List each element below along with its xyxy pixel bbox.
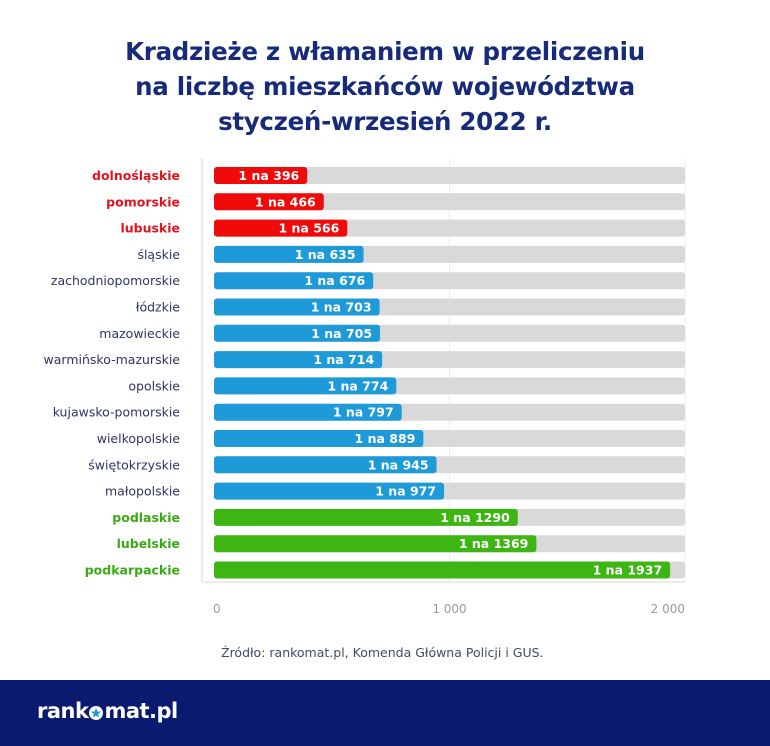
- category-label: wielkopolskie: [97, 431, 181, 446]
- data-label: 1 na 1290: [440, 510, 510, 525]
- bar: [214, 167, 308, 184]
- bar: [214, 324, 381, 342]
- category-label: warmińsko-mazurskie: [44, 352, 181, 367]
- category-label: dolnośląskie: [92, 168, 180, 183]
- category-label: lubelskie: [117, 536, 180, 551]
- data-label: 1 na 396: [238, 168, 299, 183]
- source-note: Źródło: rankomat.pl, Komenda Główna Poli…: [221, 645, 544, 660]
- title-line-2: na liczbę mieszkańców województwa: [135, 72, 635, 101]
- logo-text-right: mat.pl: [104, 699, 178, 723]
- bar: [214, 272, 374, 290]
- bar: [214, 245, 364, 263]
- bar: [214, 403, 402, 421]
- category-label: podlaskie: [112, 510, 180, 525]
- bar: [214, 351, 383, 369]
- chart-title: Kradzieże z włamaniem w przeliczeniu na …: [0, 34, 770, 139]
- bar: [214, 298, 380, 316]
- bar-track: [214, 167, 685, 184]
- category-label: opolskie: [128, 378, 180, 393]
- data-label: 1 na 635: [295, 247, 356, 262]
- bar: [214, 377, 397, 395]
- logo-text-left: rank: [37, 699, 89, 723]
- bar: [214, 193, 324, 211]
- x-tick-label: 1 000: [432, 602, 466, 616]
- category-label: kujawsko-pomorskie: [53, 405, 181, 420]
- data-label: 1 na 703: [311, 300, 372, 315]
- category-label: zachodniopomorskie: [51, 273, 180, 288]
- bar: [214, 219, 348, 237]
- x-tick-label: 0: [213, 602, 221, 616]
- bar: [214, 482, 445, 500]
- title-line-3: styczeń-wrzesień 2022 r.: [218, 107, 552, 136]
- bar: [214, 561, 671, 579]
- data-label: 1 na 676: [304, 273, 365, 288]
- rankomat-logo[interactable]: rank mat.pl: [37, 699, 178, 723]
- data-label: 1 na 466: [255, 194, 316, 209]
- category-label: śląskie: [137, 247, 180, 262]
- data-label: 1 na 1937: [593, 563, 663, 578]
- data-label: 1 na 1369: [459, 536, 529, 551]
- data-label: 1 na 797: [333, 405, 394, 420]
- category-label: świętokrzyskie: [88, 457, 180, 472]
- bar-track: [214, 193, 685, 211]
- data-label: 1 na 714: [313, 352, 374, 367]
- category-label: łódzkie: [136, 300, 180, 315]
- bar: [214, 535, 537, 553]
- data-label: 1 na 566: [278, 221, 339, 236]
- category-label: mazowieckie: [99, 326, 180, 341]
- data-label: 1 na 705: [311, 326, 372, 341]
- category-label: podkarpackie: [85, 563, 180, 578]
- bar: [214, 430, 424, 447]
- bar: [214, 456, 437, 474]
- bar: [214, 508, 518, 526]
- star-icon: [89, 705, 104, 720]
- data-label: 1 na 977: [375, 484, 436, 499]
- footer-bar: rank mat.pl: [0, 680, 770, 746]
- data-label: 1 na 774: [327, 378, 388, 393]
- data-label: 1 na 889: [355, 431, 416, 446]
- category-label: pomorskie: [106, 194, 180, 209]
- title-line-1: Kradzieże z włamaniem w przeliczeniu: [125, 37, 645, 66]
- x-tick-label: 2 000: [651, 602, 685, 616]
- data-label: 1 na 945: [368, 457, 429, 472]
- bar-chart: 1 na 396 dolnośląskie 1 na 466 pomorskie 1 n…: [44, 158, 686, 616]
- category-label: lubuskie: [120, 221, 180, 236]
- category-label: małopolskie: [105, 484, 180, 499]
